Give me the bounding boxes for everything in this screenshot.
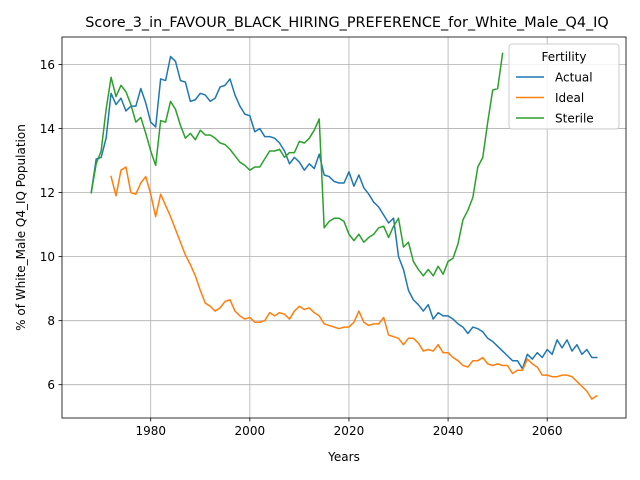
y-tick-label: 14: [40, 122, 55, 136]
x-tick-label: 2020: [334, 424, 365, 438]
plot-area-frame: [61, 36, 627, 419]
y-axis-label: % of White_Male Q4_IQ Population: [14, 124, 28, 331]
chart-title: Score_3_in_FAVOUR_BLACK_HIRING_PREFERENC…: [85, 15, 609, 31]
series-line-ideal: [110, 166, 598, 400]
series-line-sterile: [90, 52, 504, 277]
legend-entries: Actual Ideal Sterile: [516, 71, 594, 126]
legend-title: Fertility: [541, 50, 586, 64]
series-line-actual: [90, 55, 598, 370]
legend: Fertility Actual Ideal Sterile: [508, 43, 620, 130]
x-tick-label: 2040: [433, 424, 464, 438]
series-lines: [90, 52, 598, 400]
x-tick-label: 1980: [135, 424, 166, 438]
x-tick-label: 2000: [235, 424, 266, 438]
legend-label-sterile: Sterile: [555, 112, 594, 126]
y-tick-label: 8: [47, 314, 55, 328]
x-axis: 1980 2000 2020 2040 2060: [135, 418, 562, 438]
x-tick-label: 2060: [532, 424, 563, 438]
x-axis-label: Years: [327, 450, 360, 464]
y-axis: 6 8 10 12 14 16: [40, 58, 62, 392]
legend-label-ideal: Ideal: [555, 91, 584, 105]
y-tick-label: 6: [47, 378, 55, 392]
y-tick-label: 16: [40, 58, 55, 72]
legend-box: [508, 43, 620, 130]
y-tick-label: 12: [40, 186, 55, 200]
legend-label-actual: Actual: [555, 71, 593, 85]
y-tick-label: 10: [40, 250, 55, 264]
